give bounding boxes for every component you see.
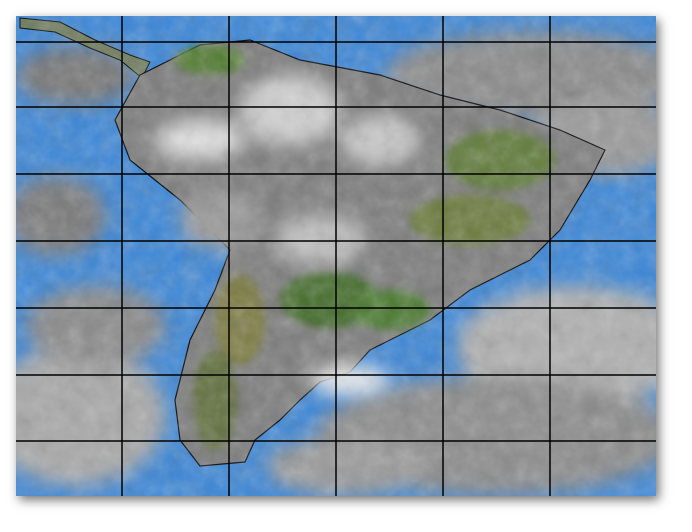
satellite-map (16, 16, 656, 496)
lat-lon-grid (16, 16, 656, 496)
map-canvas (16, 16, 656, 496)
